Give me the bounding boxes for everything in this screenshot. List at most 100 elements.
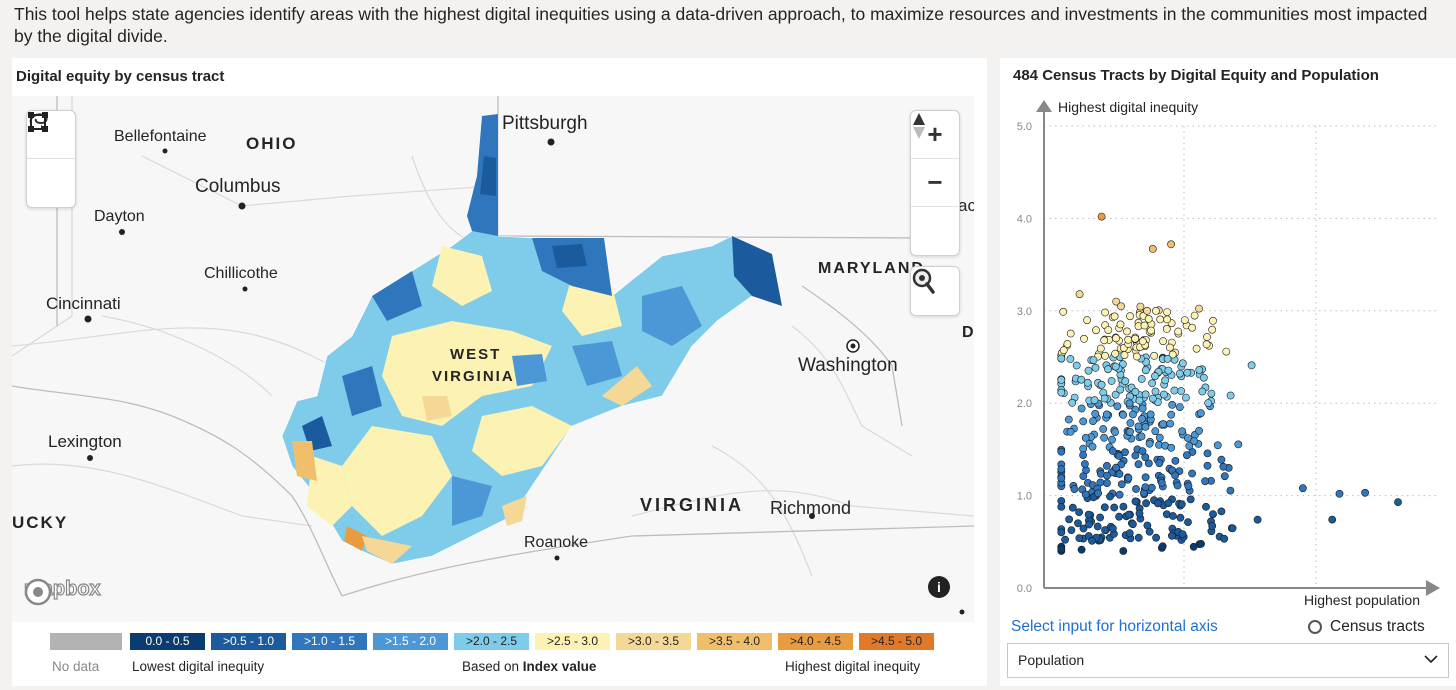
scatter-point[interactable] — [1079, 524, 1088, 533]
scatter-point[interactable] — [1328, 515, 1337, 524]
scatter-point[interactable] — [1081, 490, 1090, 499]
scatter-point[interactable] — [1115, 470, 1124, 478]
scatter-point[interactable] — [1164, 499, 1173, 507]
scatter-point[interactable] — [1110, 503, 1119, 512]
scatter-point[interactable] — [1167, 443, 1176, 452]
legend-bin-4[interactable]: >2.0 - 2.5 — [454, 633, 529, 650]
scatter-point[interactable] — [1131, 497, 1140, 506]
scatter-point[interactable] — [1155, 459, 1164, 468]
scatter-point[interactable] — [1057, 354, 1066, 363]
scatter-point[interactable] — [1168, 350, 1177, 359]
scatter-point[interactable] — [1137, 432, 1146, 441]
scatter-point[interactable] — [1195, 426, 1203, 435]
scatter-point[interactable] — [1066, 427, 1075, 436]
scatter-point[interactable] — [1164, 366, 1173, 375]
scatter-point[interactable] — [1178, 359, 1187, 368]
scatter-point[interactable] — [1090, 396, 1099, 405]
scatter-point[interactable] — [1102, 410, 1111, 419]
scatter-point[interactable] — [1141, 483, 1150, 491]
scatter-point[interactable] — [1136, 302, 1145, 311]
scatter-point[interactable] — [1213, 441, 1222, 450]
scatter-point[interactable] — [1219, 462, 1228, 471]
scatter-point[interactable] — [1115, 490, 1124, 499]
scatter-point[interactable] — [1198, 387, 1207, 396]
legend-bin-5[interactable]: >2.5 - 3.0 — [535, 633, 610, 650]
legend-bin-2[interactable]: >1.0 - 1.5 — [292, 633, 367, 650]
legend-bin-0[interactable]: 0.0 - 0.5 — [130, 633, 205, 650]
scatter-point[interactable] — [1156, 315, 1165, 324]
scatter-point[interactable] — [1148, 379, 1156, 388]
scatter-point[interactable] — [1124, 473, 1133, 482]
scatter-point[interactable] — [1141, 390, 1150, 399]
scatter-point[interactable] — [1111, 390, 1120, 399]
scatter-point[interactable] — [1138, 337, 1147, 346]
scatter-point[interactable] — [1100, 336, 1109, 345]
scatter-point[interactable] — [1059, 307, 1068, 316]
scatter-point[interactable] — [1089, 356, 1098, 364]
scatter-point[interactable] — [1161, 376, 1170, 385]
scatter-point[interactable] — [1080, 334, 1088, 343]
scatter-point[interactable] — [1094, 489, 1102, 498]
scatter-chart[interactable]: 0.0 1.0 2.0 3.0 4.0 5.0 Highest digital inequ… — [1000, 58, 1456, 618]
scatter-point[interactable] — [1247, 361, 1256, 370]
scatter-point[interactable] — [1065, 515, 1073, 524]
scatter-point[interactable] — [1061, 535, 1069, 544]
scatter-point[interactable] — [1151, 427, 1160, 436]
scatter-point[interactable] — [1096, 513, 1104, 522]
scatter-point[interactable] — [1141, 453, 1150, 462]
scatter-point[interactable] — [1068, 503, 1077, 512]
scatter-point[interactable] — [1120, 351, 1129, 359]
scatter-point[interactable] — [1186, 495, 1195, 504]
scatter-point[interactable] — [1171, 471, 1179, 480]
scatter-point[interactable] — [1068, 398, 1077, 407]
scatter-point[interactable] — [1159, 390, 1168, 399]
scatter-point[interactable] — [1116, 320, 1125, 329]
scatter-point[interactable] — [1203, 461, 1212, 470]
scatter-point[interactable] — [1057, 447, 1066, 456]
scatter-point[interactable] — [1125, 399, 1134, 408]
scatter-point[interactable] — [1108, 435, 1116, 444]
scatter-point[interactable] — [1074, 519, 1082, 528]
scatter-point[interactable] — [1111, 362, 1120, 371]
scatter-point[interactable] — [1067, 526, 1076, 534]
compass-button[interactable] — [911, 113, 959, 255]
scatter-point[interactable] — [1178, 530, 1187, 538]
scatter-point[interactable] — [1217, 455, 1226, 464]
scatter-point[interactable] — [1096, 478, 1105, 487]
scatter-point[interactable] — [1077, 545, 1086, 554]
scatter-point[interactable] — [1335, 489, 1344, 498]
scatter-point[interactable] — [1111, 349, 1120, 358]
scatter-point[interactable] — [1123, 327, 1131, 336]
scatter-points[interactable] — [1057, 212, 1402, 555]
scatter-point[interactable] — [1079, 451, 1087, 459]
scatter-point[interactable] — [1196, 409, 1205, 418]
scatter-point[interactable] — [1126, 419, 1135, 427]
scatter-point[interactable] — [1185, 442, 1194, 450]
scatter-point[interactable] — [1131, 451, 1140, 460]
scatter-point[interactable] — [1202, 502, 1210, 511]
zoom-out-button[interactable]: − — [911, 159, 959, 207]
scatter-point[interactable] — [1057, 465, 1066, 474]
scatter-point[interactable] — [1115, 512, 1123, 521]
scatter-point[interactable] — [1195, 304, 1203, 313]
scatter-point[interactable] — [1148, 244, 1157, 253]
scatter-point[interactable] — [1181, 393, 1190, 402]
scatter-point[interactable] — [1109, 524, 1117, 533]
scatter-point[interactable] — [1144, 314, 1153, 323]
scatter-point[interactable] — [1203, 333, 1211, 341]
scatter-point[interactable] — [1085, 520, 1093, 529]
scatter-point[interactable] — [1059, 346, 1068, 355]
census-tracts-toggle[interactable]: Census tracts — [1308, 618, 1425, 636]
scatter-point[interactable] — [1162, 324, 1171, 333]
legend-bin-1[interactable]: >0.5 - 1.0 — [211, 633, 286, 650]
legend-bin-7[interactable]: >3.5 - 4.0 — [697, 633, 772, 650]
scatter-point[interactable] — [1084, 366, 1093, 375]
scatter-point[interactable] — [1126, 312, 1135, 321]
scatter-point[interactable] — [1117, 480, 1126, 489]
scatter-point[interactable] — [1203, 449, 1212, 458]
scatter-point[interactable] — [1145, 527, 1154, 536]
scatter-point[interactable] — [1192, 344, 1201, 353]
scatter-point[interactable] — [1147, 483, 1156, 492]
scatter-point[interactable] — [1140, 321, 1149, 330]
scatter-point[interactable] — [1072, 361, 1081, 370]
